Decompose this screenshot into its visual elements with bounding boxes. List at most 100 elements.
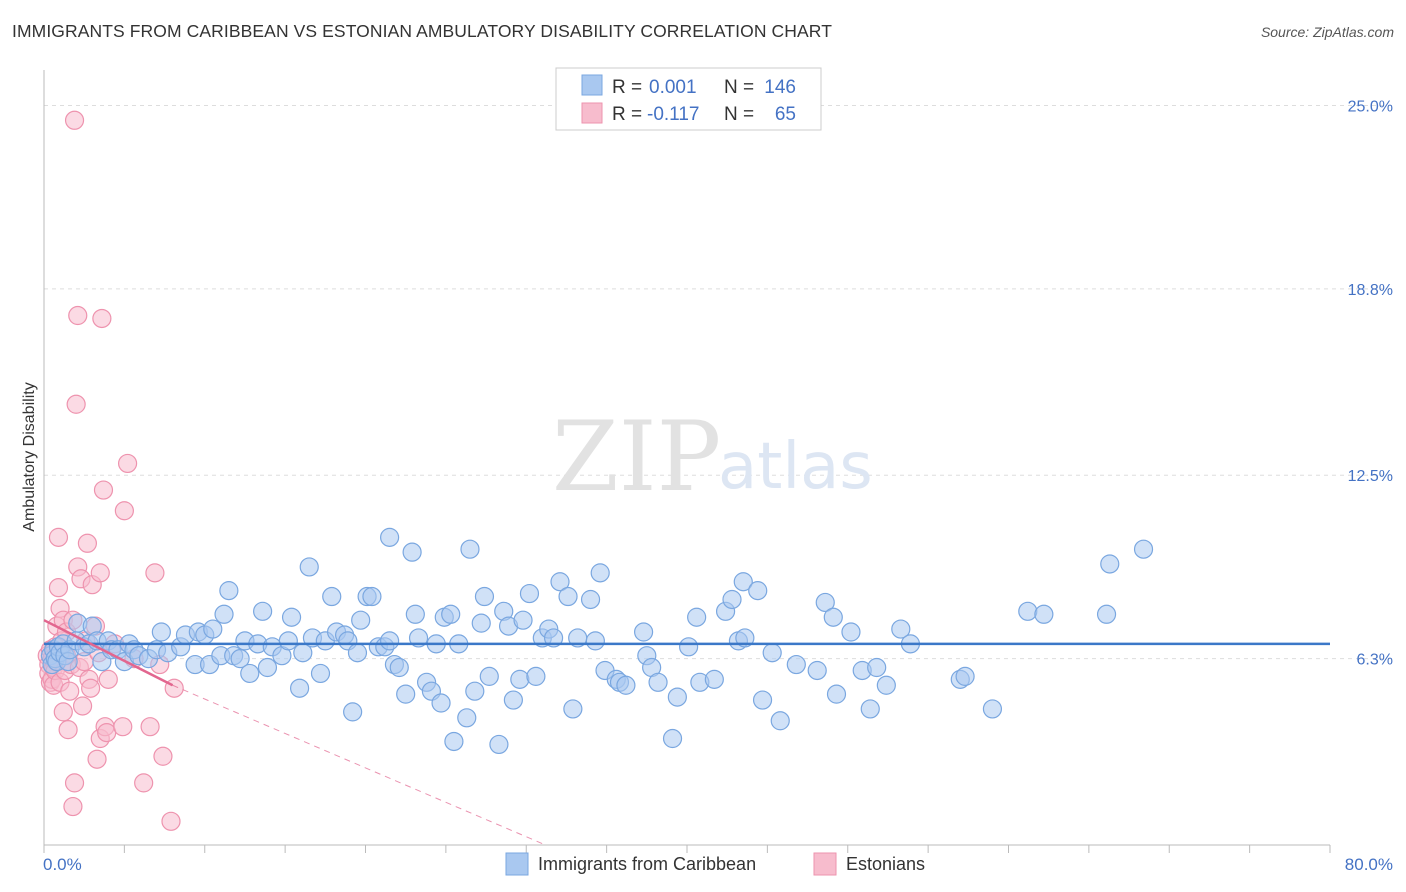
caribbean-point-128 — [762, 643, 782, 663]
caribbean-point-106 — [590, 563, 610, 583]
bottom-legend-label-estonians: Estonians — [846, 854, 925, 874]
estonians-point-49 — [93, 480, 114, 500]
caribbean-point-38 — [219, 581, 239, 601]
y-tick-label-0: 6.3% — [1357, 652, 1393, 669]
bottom-legend-label-caribbean: Immigrants from Caribbean — [538, 854, 756, 874]
estonians-point-60 — [145, 563, 165, 583]
caribbean-point-81 — [444, 731, 464, 752]
estonians-point-41 — [81, 678, 101, 698]
caribbean-point-70 — [380, 527, 400, 547]
bottom-legend-swatch-estonians — [813, 852, 837, 876]
legend-swatch-caribbean — [581, 74, 603, 96]
caribbean-point-122 — [722, 589, 742, 610]
caribbean-point-85 — [465, 681, 485, 701]
estonians-point-39 — [77, 533, 98, 553]
caribbean-point-115 — [662, 728, 683, 749]
legend-r-value-1: 0.001 — [649, 77, 697, 98]
caribbean-point-124 — [733, 572, 753, 592]
caribbean-point-44 — [253, 601, 273, 621]
estonians-point-63 — [161, 811, 181, 831]
caribbean-point-49 — [281, 607, 302, 627]
caribbean-point-143 — [955, 666, 975, 686]
caribbean-point-118 — [687, 607, 707, 627]
y-axis-label: Ambulatory Disability — [21, 382, 38, 531]
caribbean-point-127 — [752, 690, 773, 710]
gridlines — [44, 104, 1392, 660]
caribbean-point-99 — [543, 628, 564, 648]
caribbean-point-132 — [815, 592, 835, 613]
caribbean-point-88 — [479, 666, 499, 686]
caribbean-point-130 — [786, 654, 806, 675]
caribbean-point-72 — [402, 542, 422, 562]
x-tick-label-max: 80.0% — [1345, 855, 1393, 874]
caribbean-point-110 — [616, 675, 636, 695]
caribbean-point-105 — [585, 631, 605, 651]
y-tick-label-2: 18.8% — [1348, 282, 1393, 299]
caribbean-point-140 — [891, 619, 911, 639]
caribbean-point-102 — [563, 699, 583, 719]
caribbean-point-117 — [679, 637, 699, 657]
caribbean-point-37 — [214, 604, 234, 624]
caribbean-point-60 — [343, 702, 363, 722]
watermark-zip: ZIP — [552, 401, 721, 513]
estonians-point-24 — [58, 720, 78, 740]
estonians-point-52 — [98, 669, 118, 689]
caribbean-point-54 — [310, 663, 331, 684]
caribbean-point-50 — [289, 678, 310, 698]
legend-n-value-2: 65 — [775, 104, 796, 125]
estonians-point-48 — [92, 308, 112, 329]
estonians-point-31 — [66, 394, 86, 414]
x-tick-label-min: 0.0% — [43, 855, 82, 874]
caribbean-point-147 — [1096, 604, 1117, 624]
trend-lines — [43, 619, 1330, 846]
caribbean-point-146 — [1034, 604, 1054, 624]
caribbean-point-139 — [876, 675, 896, 695]
estonians-point-32 — [68, 305, 88, 326]
caribbean-point-116 — [667, 687, 687, 707]
legend-n-label-2: N = — [724, 104, 754, 125]
estonians-points — [37, 110, 184, 831]
legend-r-value-2: -0.117 — [647, 104, 699, 125]
caribbean-point-133 — [823, 607, 843, 627]
estonians-point-58 — [134, 773, 154, 793]
caribbean-point-104 — [580, 589, 601, 610]
caribbean-point-61 — [347, 643, 368, 663]
caribbean-point-126 — [748, 581, 768, 601]
estonians-point-44 — [87, 749, 107, 769]
estonians-point-46 — [90, 563, 110, 583]
caribbean-point-67 — [380, 631, 400, 651]
caribbean-point-89 — [489, 734, 509, 755]
estonians-point-51 — [97, 722, 117, 743]
caribbean-point-74 — [408, 628, 429, 648]
caribbean-point-83 — [457, 708, 477, 728]
estonians-point-28 — [64, 773, 85, 793]
caribbean-point-96 — [526, 666, 546, 686]
caribbean-point-148 — [1100, 554, 1120, 574]
series-legend: Immigrants from Caribbean Estonians — [505, 852, 925, 876]
caribbean-points — [40, 527, 1154, 755]
caribbean-point-40 — [230, 649, 250, 669]
estonians-point-30 — [64, 110, 85, 130]
caribbean-point-95 — [519, 583, 540, 604]
caribbean-point-64 — [362, 586, 382, 607]
caribbean-point-35 — [203, 619, 223, 639]
caribbean-point-134 — [826, 684, 847, 704]
caribbean-point-87 — [474, 586, 495, 607]
legend-r-label-1: R = — [612, 77, 642, 98]
caribbean-point-129 — [770, 711, 790, 731]
estonians-point-54 — [113, 717, 133, 737]
caribbean-point-94 — [513, 610, 533, 630]
estonians-point-62 — [153, 746, 173, 766]
caribbean-point-138 — [867, 657, 887, 678]
caribbean-point-73 — [405, 604, 425, 624]
caribbean-point-84 — [460, 539, 480, 559]
estonians-point-25 — [60, 681, 80, 701]
bottom-legend-swatch-caribbean — [505, 852, 529, 876]
legend-swatch-estonians — [581, 102, 603, 124]
watermark-atlas: atlas — [718, 430, 873, 504]
y-tick-labels: 6.3% 12.5% 18.8% 25.0% — [1348, 98, 1393, 668]
caribbean-point-125 — [735, 628, 755, 648]
y-tick-label-1: 12.5% — [1348, 468, 1393, 485]
caribbean-point-42 — [240, 663, 260, 684]
caribbean-point-92 — [503, 690, 523, 710]
